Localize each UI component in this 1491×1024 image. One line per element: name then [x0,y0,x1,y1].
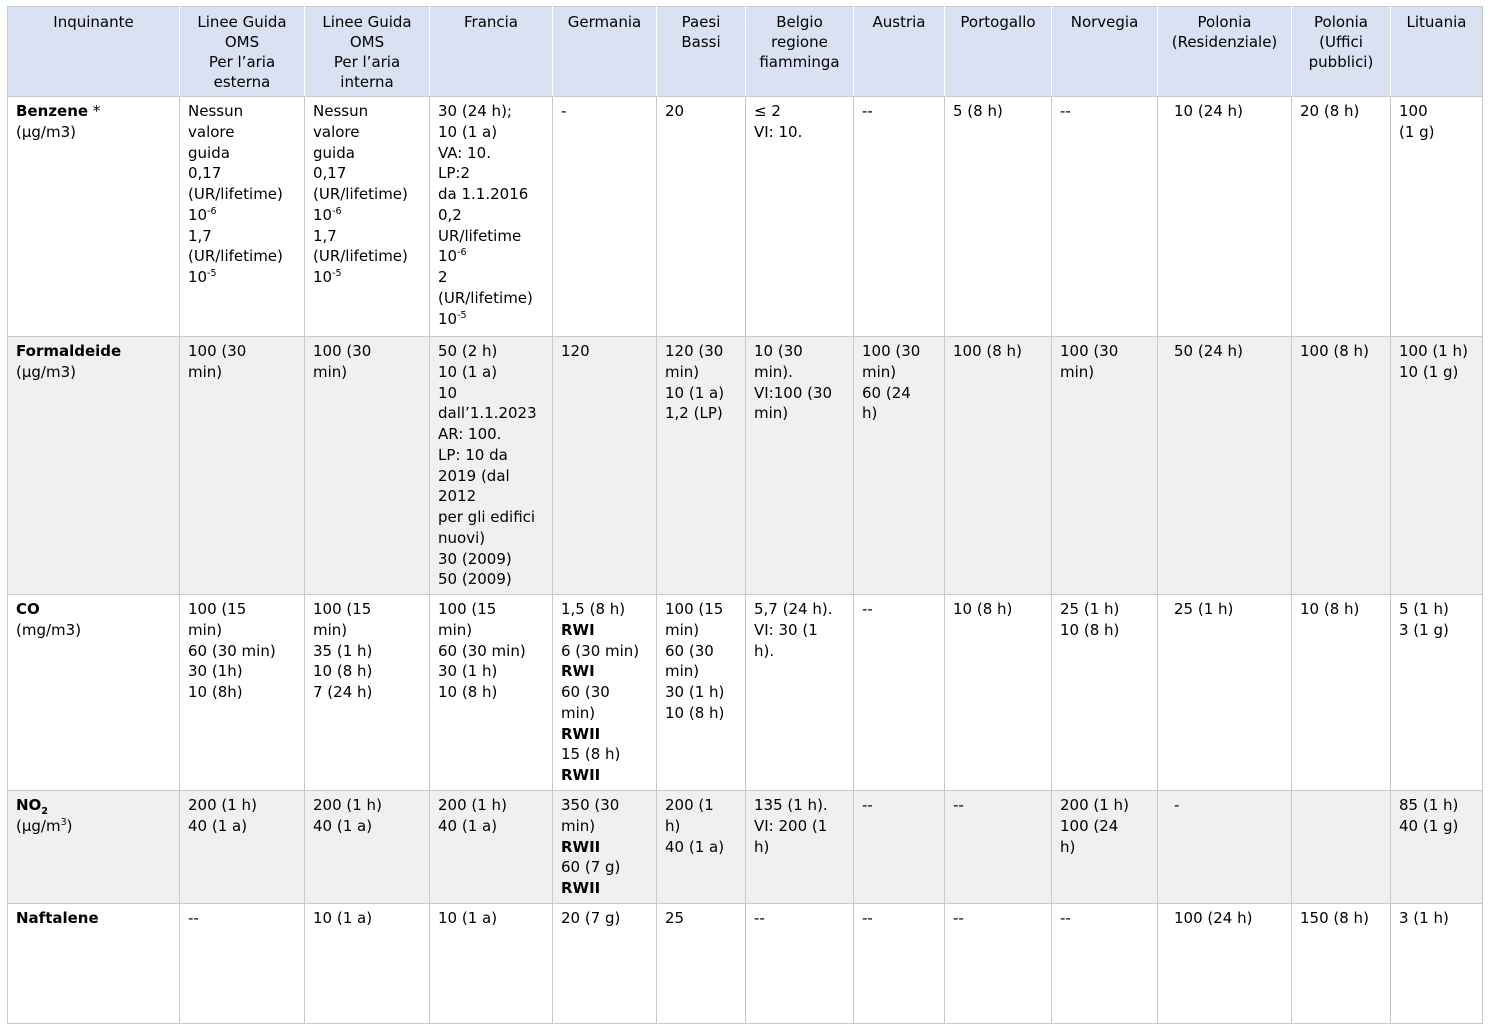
cell-formaldeide-francia: 50 (2 h) 10 (1 a) 10 dall’1.1.2023 AR: 1… [429,336,553,595]
cell-benzene-paesi_bassi: 20 [656,96,746,337]
table-row-naftalene: Naftalene -- 10 (1 a) 10 (1 a) 20 (7 g) 25 -- -… [7,902,1483,1024]
cell-naftalene-belgio: -- [745,902,854,1024]
cell-naftalene-germania: 20 (7 g) [552,902,657,1024]
cell-naftalene-austria: -- [853,902,945,1024]
cell-benzene-inquinante: Benzene * (µg/m3) [7,96,180,337]
pollutant-limits-table-wrap: Inquinante Linee Guida OMS Per l’aria est… [7,6,1483,1024]
cell-co-germania: 1,5 (8 h) RWI 6 (30 min) RWI 60 (30 min) RWII 1… [552,594,657,791]
cell-no2-polonia_uffici [1291,790,1391,904]
cell-formaldeide-norvegia: 100 (30 min) [1051,336,1158,595]
cell-formaldeide-lituania: 100 (1 h) 10 (1 g) [1390,336,1483,595]
column-header-francia: Francia [429,6,553,97]
column-header-polonia_res: Polonia (Residenziale) [1157,6,1292,97]
cell-benzene-francia: 30 (24 h); 10 (1 a) VA: 10. LP:2 da 1.1.2016… [429,96,553,337]
cell-co-oms_esterna: 100 (15 min) 60 (30 min) 30 (1h) 10 (8h) [179,594,305,791]
column-header-norvegia: Norvegia [1051,6,1158,97]
column-header-inquinante: Inquinante [7,6,180,97]
cell-no2-oms_interna: 200 (1 h) 40 (1 a) [304,790,430,904]
table-header: Inquinante Linee Guida OMS Per l’aria est… [7,6,1483,97]
cell-formaldeide-germania: 120 [552,336,657,595]
column-header-polonia_uffici: Polonia (Uffici pubblici) [1291,6,1391,97]
cell-benzene-polonia_uffici: 20 (8 h) [1291,96,1391,337]
cell-benzene-germania: - [552,96,657,337]
cell-benzene-oms_esterna: Nessun valore guida 0,17 (UR/lifetime) 10-6 1,… [179,96,305,337]
cell-no2-polonia_res: - [1157,790,1292,904]
cell-naftalene-portogallo: -- [944,902,1052,1024]
cell-formaldeide-polonia_uffici: 100 (8 h) [1291,336,1391,595]
cell-co-portogallo: 10 (8 h) [944,594,1052,791]
cell-naftalene-lituania: 3 (1 h) [1390,902,1483,1024]
cell-co-oms_interna: 100 (15 min) 35 (1 h) 10 (8 h) 7 (24 h) [304,594,430,791]
table-row-benzene: Benzene * (µg/m3) Nessun valore guida 0,17 (UR… [7,96,1483,337]
cell-co-polonia_res: 25 (1 h) [1157,594,1292,791]
cell-no2-austria: -- [853,790,945,904]
cell-formaldeide-paesi_bassi: 120 (30 min) 10 (1 a) 1,2 (LP) [656,336,746,595]
column-header-germania: Germania [552,6,657,97]
cell-naftalene-polonia_uffici: 150 (8 h) [1291,902,1391,1024]
cell-no2-inquinante: NO2 (µg/m3) [7,790,180,904]
cell-formaldeide-oms_esterna: 100 (30 min) [179,336,305,595]
cell-formaldeide-austria: 100 (30 min) 60 (24 h) [853,336,945,595]
column-header-oms_esterna: Linee Guida OMS Per l’aria esterna [179,6,305,97]
cell-co-austria: -- [853,594,945,791]
cell-co-lituania: 5 (1 h) 3 (1 g) [1390,594,1483,791]
table-body: Benzene * (µg/m3) Nessun valore guida 0,17 (UR… [7,96,1483,1024]
column-header-lituania: Lituania [1390,6,1483,97]
cell-benzene-polonia_res: 10 (24 h) [1157,96,1292,337]
cell-no2-francia: 200 (1 h) 40 (1 a) [429,790,553,904]
document-page: { "colors":{ "header_bg":"#d9e2f3", "row… [7,6,1483,1024]
cell-naftalene-norvegia: -- [1051,902,1158,1024]
cell-co-paesi_bassi: 100 (15 min) 60 (30 min) 30 (1 h) 10 (8 … [656,594,746,791]
cell-co-polonia_uffici: 10 (8 h) [1291,594,1391,791]
cell-formaldeide-inquinante: Formaldeide (µg/m3) [7,336,180,595]
table-row-formaldeide: Formaldeide (µg/m3) 100 (30 min) 100 (30 mi… [7,336,1483,595]
cell-co-norvegia: 25 (1 h) 10 (8 h) [1051,594,1158,791]
table-row-co: CO (mg/m3) 100 (15 min) 60 (30 min) 30 (1h… [7,594,1483,791]
cell-naftalene-oms_esterna: -- [179,902,305,1024]
cell-co-belgio: 5,7 (24 h). VI: 30 (1 h). [745,594,854,791]
cell-no2-oms_esterna: 200 (1 h) 40 (1 a) [179,790,305,904]
cell-no2-norvegia: 200 (1 h) 100 (24 h) [1051,790,1158,904]
cell-naftalene-polonia_res: 100 (24 h) [1157,902,1292,1024]
cell-benzene-belgio: ≤ 2 VI: 10. [745,96,854,337]
cell-no2-paesi_bassi: 200 (1 h) 40 (1 a) [656,790,746,904]
column-header-austria: Austria [853,6,945,97]
header-row: Inquinante Linee Guida OMS Per l’aria est… [7,6,1483,97]
cell-benzene-portogallo: 5 (8 h) [944,96,1052,337]
column-header-paesi_bassi: Paesi Bassi [656,6,746,97]
cell-benzene-austria: -- [853,96,945,337]
column-header-oms_interna: Linee Guida OMS Per l’aria interna [304,6,430,97]
cell-formaldeide-portogallo: 100 (8 h) [944,336,1052,595]
cell-formaldeide-oms_interna: 100 (30 min) [304,336,430,595]
cell-benzene-lituania: 100 (1 g) [1390,96,1483,337]
cell-benzene-norvegia: -- [1051,96,1158,337]
cell-naftalene-francia: 10 (1 a) [429,902,553,1024]
cell-formaldeide-polonia_res: 50 (24 h) [1157,336,1292,595]
cell-co-francia: 100 (15 min) 60 (30 min) 30 (1 h) 10 (8 … [429,594,553,791]
cell-no2-belgio: 135 (1 h). VI: 200 (1 h) [745,790,854,904]
column-header-portogallo: Portogallo [944,6,1052,97]
column-header-belgio: Belgio regione fiamminga [745,6,854,97]
cell-formaldeide-belgio: 10 (30 min). VI:100 (30 min) [745,336,854,595]
cell-benzene-oms_interna: Nessun valore guida 0,17 (UR/lifetime) 10-6 1,… [304,96,430,337]
cell-naftalene-paesi_bassi: 25 [656,902,746,1024]
cell-no2-germania: 350 (30 min) RWII 60 (7 g) RWII [552,790,657,904]
pollutant-limits-table: Inquinante Linee Guida OMS Per l’aria est… [7,6,1483,1024]
cell-naftalene-oms_interna: 10 (1 a) [304,902,430,1024]
cell-co-inquinante: CO (mg/m3) [7,594,180,791]
cell-no2-portogallo: -- [944,790,1052,904]
cell-no2-lituania: 85 (1 h) 40 (1 g) [1390,790,1483,904]
cell-naftalene-inquinante: Naftalene [7,902,180,1024]
table-row-no2: NO2 (µg/m3) 200 (1 h) 40 (1 a) 200 (1 h) 40… [7,790,1483,904]
